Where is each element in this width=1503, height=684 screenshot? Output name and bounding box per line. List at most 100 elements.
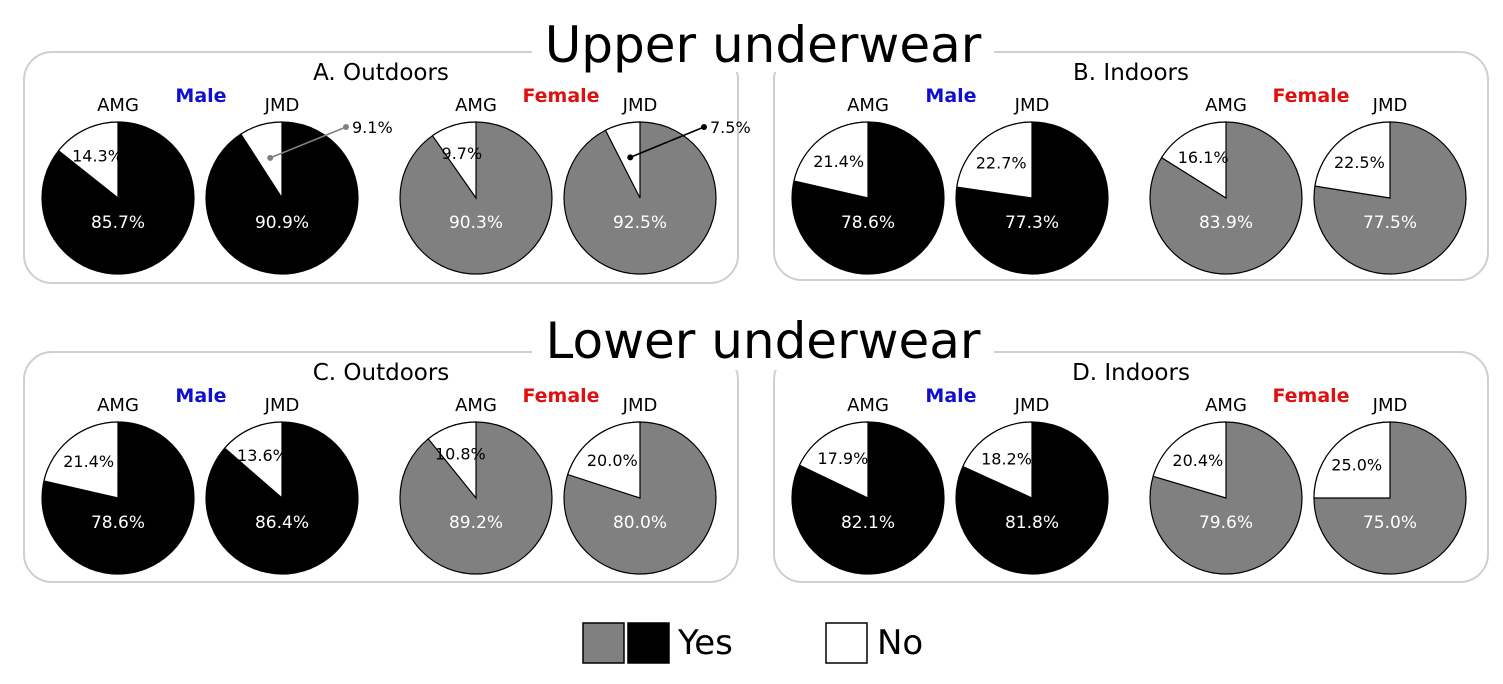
pie-label-amg: AMG [1205,395,1247,416]
data-label-yes: 78.6% [91,513,145,533]
pie-slice-no [566,421,641,499]
panel-d-frame [773,351,1489,583]
data-label-no: 14.3% [72,147,123,166]
pie-slice-no [793,121,869,199]
data-label-yes: 83.9% [1199,213,1253,233]
data-label-yes: 90.9% [255,213,309,233]
data-label-yes: 85.7% [91,213,145,233]
pie-label-amg: AMG [455,395,497,416]
group-label-female: Female [1272,385,1349,407]
pie-label-amg: AMG [847,395,889,416]
data-label-yes: 86.4% [255,513,309,533]
legend: Yes No [582,622,923,664]
data-label-yes: 89.2% [449,513,503,533]
panel-title: B. Indoors [1073,60,1189,86]
data-label-yes: 82.1% [841,513,895,533]
panel-a-frame [23,51,739,284]
group-label-male: Male [175,85,226,107]
pie-slice-no [956,121,1033,199]
pie-label-amg: AMG [97,95,139,116]
pie-label-jmd: JMD [1014,95,1050,116]
data-label-yes: 92.5% [613,213,667,233]
pie-slice-no [798,421,869,499]
pie-slice-no [604,121,641,199]
data-label-no: 9.7% [442,144,483,163]
panel-b: B. Indoors Male AMG 78.6% 21.4% JMD 77.3% 22.7%… [791,60,1467,275]
legend-label-yes: Yes [677,623,733,663]
data-label-no: 16.1% [1178,148,1229,167]
pie-label-jmd: JMD [264,395,300,416]
legend-label-no: No [877,623,923,663]
pie-label-amg: AMG [97,395,139,416]
leader-dot [267,154,274,161]
pie-slice-no [1313,421,1391,499]
group-label-male: Male [925,85,976,107]
data-label-yes: 90.3% [449,213,503,233]
leader-dot [701,124,707,130]
leader-line [629,126,705,159]
panel-title: D. Indoors [1072,360,1190,386]
pie-slice-no [1314,121,1391,199]
panel-frames [23,51,1489,583]
data-label-yes: 79.6% [1199,513,1253,533]
pie-label-jmd: JMD [264,95,300,116]
data-label-yes: 77.3% [1005,213,1059,233]
leader-dot [343,124,349,130]
leader-dot [627,154,634,161]
pie-slice-no [1152,421,1227,499]
data-label-no: 7.5% [710,118,751,137]
data-label-yes: 78.6% [841,213,895,233]
pie-slice-no [1160,121,1227,200]
pie-slice-no [57,121,119,200]
data-label-no: 21.4% [63,452,114,471]
pie-slice-no [427,421,477,500]
legend-swatch-no [825,622,868,664]
data-label-no: 25.0% [1331,456,1382,475]
pie-slice-no [223,421,283,500]
pie-panels: A. Outdoors Male AMG 85.7% 14.3% JMD 90.9% 9.1%… [41,60,1467,575]
pie-label-amg: AMG [1205,95,1247,116]
group-label-male: Male [925,385,976,407]
panel-d: D. Indoors Male AMG 82.1% 17.9% JMD 81.8% 18.2%… [791,360,1467,575]
panel-title: A. Outdoors [313,60,449,86]
panel-c-frame [23,351,739,583]
pie-label-jmd: JMD [622,95,658,116]
data-label-no: 21.4% [813,152,864,171]
group-label-male: Male [175,385,226,407]
data-label-no: 22.7% [976,153,1027,172]
pie-label-amg: AMG [455,95,497,116]
legend-swatch-yes-female [582,622,625,664]
data-label-no: 20.4% [1172,451,1223,470]
section-title-backing [532,314,994,370]
pie-label-jmd: JMD [1372,95,1408,116]
panel-c: C. Outdoors Male AMG 78.6% 21.4% JMD 86.4% 13.6… [41,360,717,575]
pie-label-jmd: JMD [1372,395,1408,416]
group-label-female: Female [1272,85,1349,107]
data-label-no: 18.2% [981,449,1032,468]
pie-slice-no [240,121,283,201]
panel-b-frame [773,51,1489,281]
data-label-no: 22.5% [1334,153,1385,172]
section-title-backing [532,16,994,72]
pie-slice-no [43,421,119,499]
data-label-yes: 77.5% [1363,213,1417,233]
data-label-yes: 80.0% [613,513,667,533]
leader-line [269,126,347,159]
data-label-no: 9.1% [352,118,393,137]
data-label-yes: 75.0% [1363,513,1417,533]
legend-swatch-yes-male [627,622,670,664]
pie-label-jmd: JMD [622,395,658,416]
data-label-no: 20.0% [587,451,638,470]
data-label-yes: 81.8% [1005,513,1059,533]
data-label-no: 17.9% [817,449,868,468]
group-label-female: Female [522,385,599,407]
panel-title: C. Outdoors [313,360,450,386]
pie-slice-no [962,421,1033,499]
data-label-no: 13.6% [237,446,288,465]
pie-label-amg: AMG [847,95,889,116]
group-label-female: Female [522,85,599,107]
data-label-no: 10.8% [435,445,486,464]
pie-label-jmd: JMD [1014,395,1050,416]
pie-slice-no [431,121,477,200]
